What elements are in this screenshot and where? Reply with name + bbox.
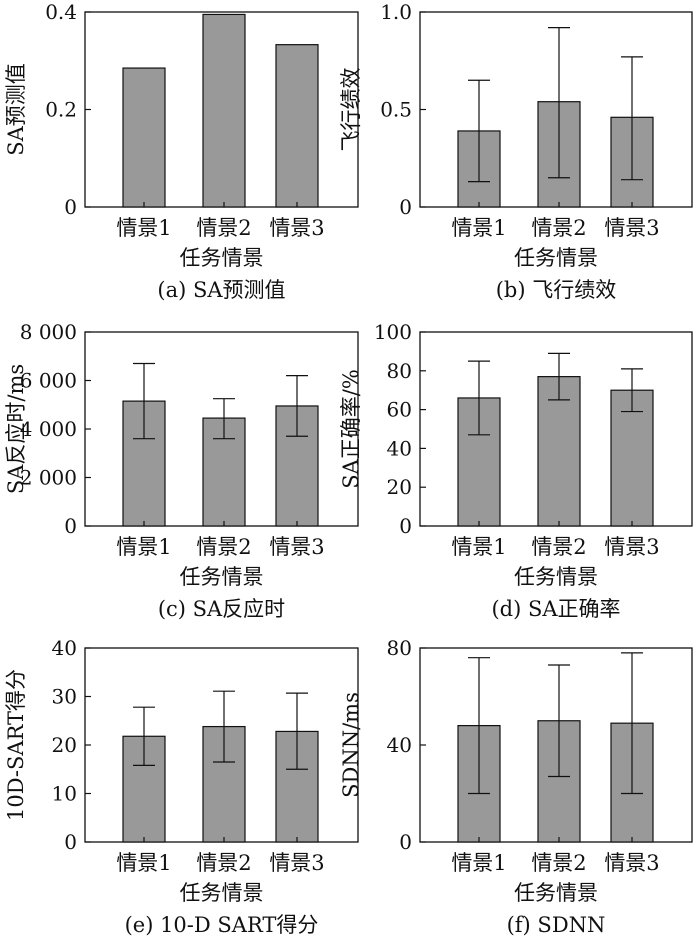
x-axis-label: 任务情景 (514, 881, 598, 905)
y-tick-label: 80 (387, 359, 412, 383)
category-label: 情景1 (451, 535, 506, 559)
y-tick-label: 80 (387, 636, 412, 660)
category-label: 情景3 (269, 216, 324, 240)
y-tick-label: 40 (387, 733, 412, 757)
category-label: 情景3 (604, 535, 659, 559)
error-bar-1 (468, 360, 490, 436)
error-bar-2 (213, 398, 235, 440)
category-label: 情景1 (451, 851, 506, 875)
y-axis-label: 10D-SART得分 (4, 669, 28, 821)
y-tick-label: 30 (52, 685, 77, 709)
y-tick-label: 0 (399, 195, 412, 219)
panel-caption: (d) SA正确率 (491, 597, 620, 621)
error-bar-1 (133, 706, 155, 766)
category-label: 情景1 (116, 535, 171, 559)
y-tick-label: 10 (52, 782, 77, 806)
panel-caption: (f) SDNN (507, 913, 606, 937)
x-axis-label: 任务情景 (180, 881, 264, 905)
category-label: 情景3 (604, 216, 659, 240)
category-label: 情景2 (531, 851, 586, 875)
category-label: 情景3 (604, 851, 659, 875)
error-bar-2 (548, 352, 570, 401)
category-label: 情景2 (196, 216, 251, 240)
y-tick-label: 60 (387, 398, 412, 422)
y-tick-label: 0 (64, 514, 77, 538)
y-axis-label: SA预测值 (4, 63, 28, 156)
y-tick-label: 2 000 (20, 466, 77, 490)
category-label: 情景2 (531, 216, 586, 240)
x-axis-label: 任务情景 (514, 565, 598, 589)
y-tick-label: 0 (64, 830, 77, 854)
y-tick-label: 6 000 (20, 369, 77, 393)
panel-caption: (c) SA反应时 (158, 597, 285, 621)
error-bar-1 (133, 362, 155, 440)
y-tick-label: 40 (387, 436, 412, 460)
error-bar-3 (621, 368, 643, 413)
y-axis-label: 飞行绩效 (339, 68, 363, 152)
x-axis-label: 任务情景 (180, 246, 264, 270)
category-label: 情景1 (451, 216, 506, 240)
category-label: 情景3 (269, 535, 324, 559)
category-label: 情景1 (116, 851, 171, 875)
y-axis-label: SDNN/ms (339, 692, 363, 798)
error-bar-1 (468, 79, 490, 183)
error-bar-3 (621, 56, 643, 181)
y-axis-label: SA正确率/% (339, 369, 363, 489)
panel-caption: (b) 飞行绩效 (496, 278, 617, 302)
error-bar-3 (286, 692, 308, 770)
y-tick-label: 20 (387, 475, 412, 499)
category-label: 情景2 (531, 535, 586, 559)
panel-caption: (a) SA预测值 (157, 278, 285, 302)
error-bar-2 (548, 664, 570, 778)
y-tick-label: 0.5 (380, 98, 412, 122)
y-tick-label: 0.4 (45, 0, 77, 24)
y-tick-label: 20 (52, 733, 77, 757)
bar-3 (610, 389, 654, 527)
y-tick-label: 0 (399, 830, 412, 854)
error-bar-1 (468, 657, 490, 795)
x-axis-label: 任务情景 (514, 246, 598, 270)
category-label: 情景1 (116, 216, 171, 240)
bar-1 (122, 67, 166, 208)
y-tick-label: 0 (399, 514, 412, 538)
y-axis-label: SA反应时/ms (4, 364, 28, 494)
category-label: 情景2 (196, 851, 251, 875)
y-tick-label: 40 (52, 636, 77, 660)
error-bar-2 (548, 27, 570, 179)
y-tick-label: 4 000 (20, 417, 77, 441)
error-bar-3 (286, 375, 308, 437)
y-tick-label: 0 (64, 195, 77, 219)
category-label: 情景2 (196, 535, 251, 559)
bar-2 (202, 13, 246, 208)
x-axis-label: 任务情景 (180, 565, 264, 589)
bar-3 (275, 44, 319, 208)
y-tick-label: 1.0 (380, 0, 412, 24)
category-label: 情景3 (269, 851, 324, 875)
y-tick-label: 8 000 (20, 320, 77, 344)
panel-caption: (e) 10-D SART得分 (125, 913, 319, 937)
y-tick-label: 100 (374, 320, 412, 344)
error-bar-3 (621, 652, 643, 795)
y-tick-label: 0.2 (45, 98, 77, 122)
error-bar-2 (213, 690, 235, 763)
